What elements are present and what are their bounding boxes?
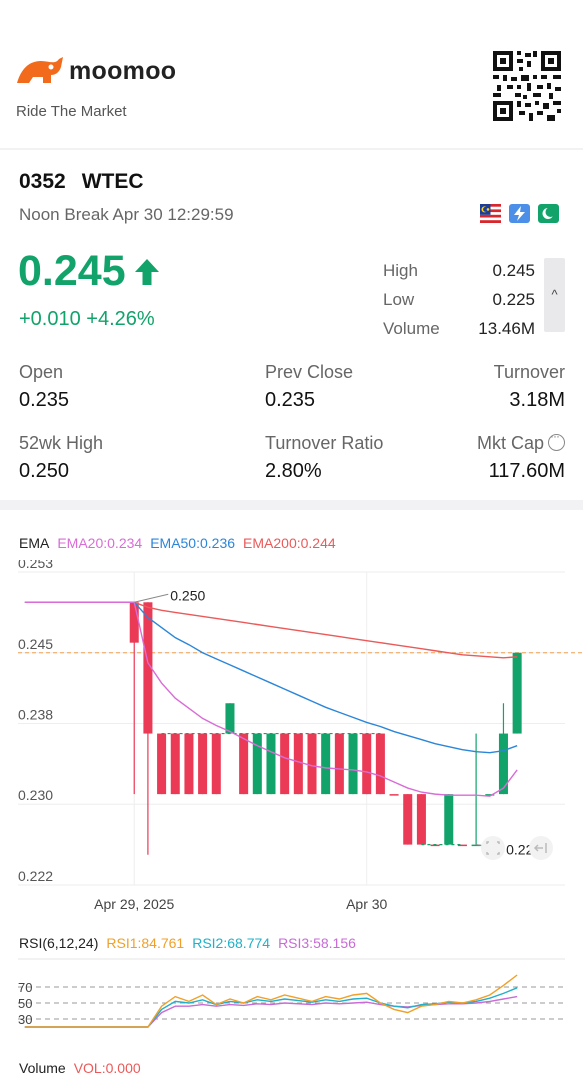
summary-volume: Volume 13.46M bbox=[383, 319, 535, 338]
candle-body bbox=[170, 733, 180, 795]
candle-body bbox=[485, 794, 495, 796]
rsi-label: RSI(6,12,24) bbox=[19, 935, 99, 951]
candle-body bbox=[143, 602, 153, 734]
summary-low: Low 0.225 bbox=[383, 290, 535, 309]
rsi2-legend: RSI2:68.774 bbox=[192, 935, 271, 951]
back-arrow-icon[interactable] bbox=[529, 836, 553, 860]
candle-body bbox=[266, 733, 276, 795]
stat-open: Open 0.235 bbox=[19, 362, 70, 411]
moomoo-bull-logo-icon bbox=[17, 57, 63, 83]
candle-body bbox=[293, 733, 303, 795]
volume-legend: Volume VOL:0.000 bbox=[19, 1060, 141, 1076]
rsi-level-label: 30 bbox=[18, 1012, 32, 1027]
ema50-line bbox=[24, 601, 518, 754]
divider bbox=[0, 148, 583, 150]
ema200-line bbox=[24, 601, 518, 659]
fullscreen-icon-glyph bbox=[486, 841, 500, 855]
ema-label: EMA bbox=[19, 535, 50, 551]
fullscreen-icon-bg bbox=[481, 836, 505, 860]
x-tick-label: Apr 29, 2025 bbox=[94, 896, 174, 912]
price-change: +0.010 +4.26% bbox=[19, 308, 155, 330]
candle-body bbox=[375, 733, 385, 795]
market-icons bbox=[480, 204, 559, 223]
stock-name: WTEC bbox=[81, 170, 144, 193]
ema200-legend: EMA200:0.244 bbox=[243, 535, 336, 551]
brand-logo: moomoo bbox=[15, 55, 176, 87]
brand-header: moomoo Ride The Market bbox=[0, 0, 583, 148]
candle-body bbox=[389, 794, 399, 796]
candle-body bbox=[348, 733, 358, 795]
candle-body bbox=[252, 733, 262, 795]
candle-body bbox=[430, 844, 440, 847]
rsi1-line bbox=[24, 974, 518, 1028]
fullscreen-icon[interactable] bbox=[481, 836, 505, 860]
volume-value: VOL:0.000 bbox=[73, 1060, 141, 1076]
qr-code-icon bbox=[493, 51, 561, 121]
brand-name: moomoo bbox=[69, 56, 177, 85]
stock-title: 0352 WTEC bbox=[19, 170, 160, 194]
stat-mkt-cap: Mkt Cap 117.60M bbox=[476, 429, 565, 483]
candle-body bbox=[512, 652, 522, 734]
y-tick-label: 0.253 bbox=[18, 560, 53, 571]
candle-body bbox=[280, 733, 290, 795]
ema50-legend: EMA50:0.236 bbox=[150, 535, 236, 551]
candle-body bbox=[198, 733, 208, 795]
candle-body bbox=[239, 733, 249, 795]
y-tick-label: 0.230 bbox=[18, 787, 53, 803]
high-annotation-pointer bbox=[134, 593, 169, 603]
price-value: 0.245 bbox=[18, 247, 126, 295]
current-price: 0.245 bbox=[18, 247, 160, 296]
candle-body bbox=[403, 794, 413, 845]
ema20-legend: EMA20:0.234 bbox=[57, 535, 143, 551]
rsi1-legend: RSI1:84.761 bbox=[106, 935, 185, 951]
candle-body bbox=[471, 844, 481, 847]
candle-body bbox=[498, 733, 508, 795]
brand-tagline: Ride The Market bbox=[16, 103, 127, 120]
lightning-icon bbox=[509, 204, 530, 223]
candle-body bbox=[416, 794, 426, 845]
candle-body bbox=[321, 733, 331, 795]
moon-icon bbox=[538, 204, 559, 223]
candle-body bbox=[334, 733, 344, 795]
rsi3-legend: RSI3:58.156 bbox=[278, 935, 356, 951]
ema-legend: EMA EMA20:0.234 EMA50:0.236 EMA200:0.244 bbox=[19, 535, 336, 551]
more-info-icon[interactable] bbox=[548, 429, 565, 451]
candle-body bbox=[184, 733, 194, 795]
y-tick-label: 0.222 bbox=[18, 868, 53, 884]
summary-panel: High 0.245 Low 0.225 Volume 13.46M bbox=[383, 256, 535, 343]
candle-body bbox=[362, 733, 372, 795]
mkt-cap-label: Mkt Cap bbox=[476, 433, 544, 453]
ema20-line bbox=[24, 601, 518, 797]
rsi-level-label: 50 bbox=[18, 996, 32, 1011]
candle-body bbox=[444, 794, 454, 845]
stat-52wk-high: 52wk High 0.250 bbox=[19, 433, 104, 482]
volume-label: Volume bbox=[19, 1060, 66, 1076]
candle-body bbox=[157, 733, 167, 795]
candle-body bbox=[457, 844, 467, 847]
section-divider bbox=[0, 500, 583, 510]
candle-body bbox=[225, 703, 235, 734]
candle-body bbox=[307, 733, 317, 795]
up-arrow-icon bbox=[134, 258, 159, 285]
x-tick-label: Apr 30 bbox=[346, 896, 387, 912]
summary-high: High 0.245 bbox=[383, 261, 535, 280]
stat-turnover: Turnover 3.18M bbox=[493, 362, 565, 411]
collapse-button[interactable]: ^ bbox=[544, 258, 565, 332]
stock-code: 0352 bbox=[19, 170, 66, 193]
malaysia-flag-icon bbox=[480, 204, 501, 223]
stat-turnover-ratio: Turnover Ratio 2.80% bbox=[265, 433, 384, 482]
y-tick-label: 0.238 bbox=[18, 706, 53, 722]
candlestick-chart[interactable]: 0.253 0.245 0.238 0.230 0.222 Apr 29, 2025 Apr… bbox=[0, 560, 583, 920]
candle-body bbox=[211, 733, 221, 795]
stat-prev-close: Prev Close 0.235 bbox=[265, 362, 354, 411]
candle-body bbox=[129, 602, 139, 643]
rsi-legend: RSI(6,12,24) RSI1:84.761 RSI2:68.774 RSI… bbox=[19, 935, 356, 951]
rsi-level-label: 70 bbox=[18, 980, 32, 995]
y-tick-label: 0.245 bbox=[18, 636, 53, 652]
high-annotation: 0.250 bbox=[170, 587, 205, 603]
rsi2-line bbox=[24, 987, 518, 1028]
market-status: Noon Break Apr 30 12:29:59 bbox=[19, 205, 234, 224]
back-arrow-icon-glyph bbox=[533, 843, 547, 853]
